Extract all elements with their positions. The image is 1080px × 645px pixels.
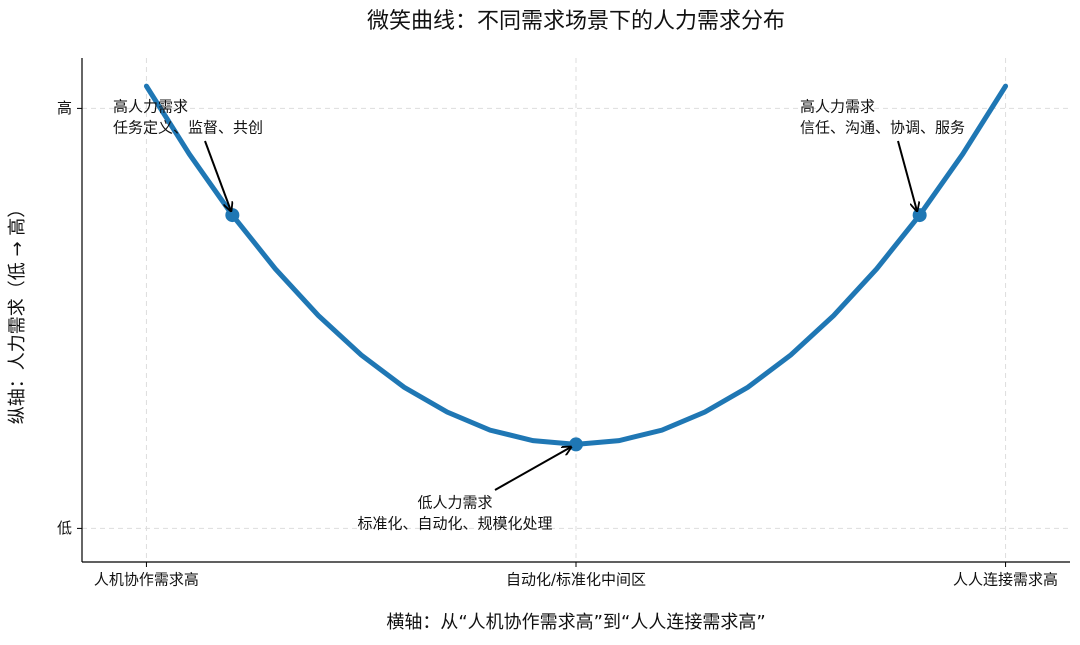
x-tick-label: 人人连接需求高 [953, 571, 1058, 589]
point [912, 208, 927, 223]
point [569, 437, 583, 452]
annotation-arrow [494, 447, 571, 491]
annotation-text: 低人力需求 [417, 494, 492, 512]
y-tick-label: 高 [57, 99, 72, 117]
annotation-text: 高人力需求 [113, 98, 188, 116]
x-tick-label: 自动化/标准化中间区 [506, 571, 646, 589]
annotation-arrow [204, 140, 231, 211]
chart-title: 微笑曲线：不同需求场景下的人力需求分布 [367, 9, 785, 34]
y-axis-label: 纵轴：人力需求（低 → 高） [7, 200, 28, 425]
x-axis-label: 横轴：从“人机协作需求高”到“人人连接需求高” [386, 612, 765, 633]
x-tick-label: 人机协作需求高 [94, 571, 199, 589]
annotation-text: 任务定义、监督、共创 [113, 119, 263, 137]
annotation-text: 信任、沟通、协调、服务 [800, 119, 965, 137]
y-tick-label: 低 [57, 519, 72, 537]
annotation-arrow [897, 140, 917, 211]
annotation-text: 标准化、自动化、规模化处理 [357, 515, 552, 533]
annotation-text: 高人力需求 [800, 98, 875, 116]
point [225, 208, 240, 223]
